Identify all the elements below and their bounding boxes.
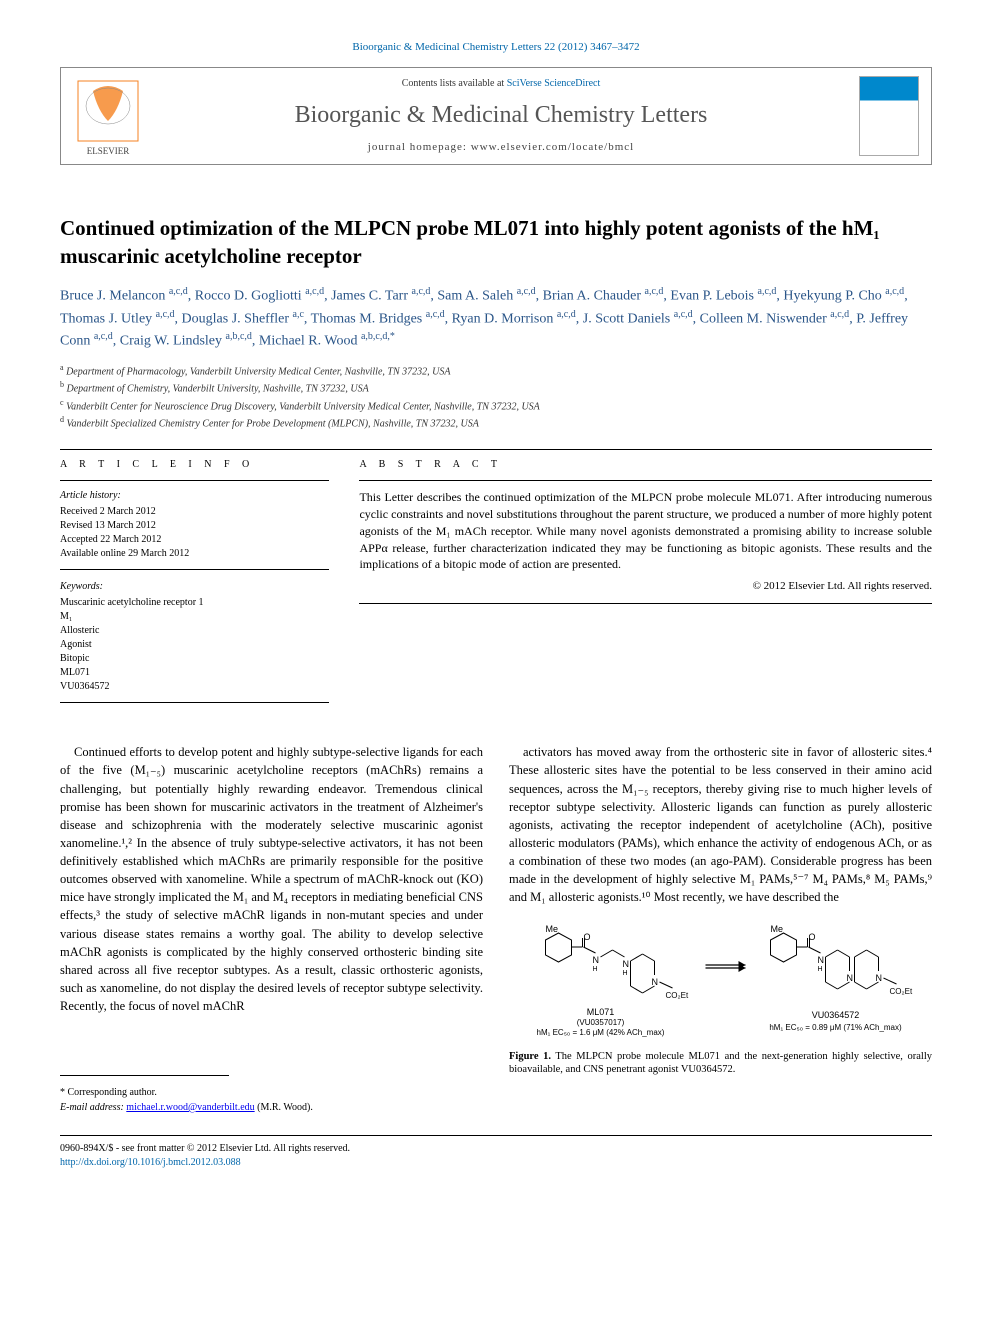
divider (60, 449, 932, 450)
article-title: Continued optimization of the MLPCN prob… (60, 215, 932, 270)
svg-text:H: H (818, 966, 823, 973)
keyword: VU0364572 (60, 680, 329, 694)
figure-1: Me O N H N H N (509, 920, 932, 1076)
history-accepted: Accepted 22 March 2012 (60, 533, 329, 547)
body-para-2: activators has moved away from the ortho… (509, 743, 932, 906)
body-column-left: Continued efforts to develop potent and … (60, 743, 483, 1115)
body-columns: Continued efforts to develop potent and … (60, 743, 932, 1115)
abstract-copyright: © 2012 Elsevier Ltd. All rights reserved… (359, 579, 932, 594)
author-list: Bruce J. Melancon a,c,d, Rocco D. Goglio… (60, 284, 932, 352)
elsevier-logo: ELSEVIER (73, 76, 143, 156)
svg-text:Me: Me (546, 924, 559, 934)
footer-block: 0960-894X/$ - see front matter © 2012 El… (60, 1142, 932, 1170)
keyword: M₁ (60, 610, 329, 624)
doi-link[interactable]: http://dx.doi.org/10.1016/j.bmcl.2012.03… (60, 1157, 241, 1168)
svg-text:hM₁ EC₅₀ = 0.89 μM (71% ACh_ma: hM₁ EC₅₀ = 0.89 μM (71% ACh_max) (769, 1023, 902, 1032)
article-info-column: A R T I C L E I N F O Article history: R… (60, 458, 329, 713)
keywords-heading: Keywords: (60, 580, 329, 594)
abstract-text: This Letter describes the continued opti… (359, 489, 932, 573)
history-revised: Revised 13 March 2012 (60, 519, 329, 533)
body-para-1: Continued efforts to develop potent and … (60, 743, 483, 1015)
svg-text:hM₁ EC₅₀ = 1.6 μM (42% ACh_max: hM₁ EC₅₀ = 1.6 μM (42% ACh_max) (537, 1028, 665, 1037)
svg-text:N: N (876, 973, 883, 983)
journal-name: Bioorganic & Medicinal Chemistry Letters (143, 99, 859, 133)
svg-text:N: N (847, 973, 854, 983)
article-info-heading: A R T I C L E I N F O (60, 458, 329, 472)
figure-1-svg: Me O N H N H N (509, 920, 932, 1040)
journal-cover-thumbnail (859, 76, 919, 156)
history-received: Received 2 March 2012 (60, 505, 329, 519)
svg-text:(VU0357017): (VU0357017) (577, 1018, 625, 1027)
keyword: ML071 (60, 666, 329, 680)
keyword: Agonist (60, 638, 329, 652)
sciencedirect-link[interactable]: SciVerse ScienceDirect (507, 78, 601, 89)
svg-text:N: N (623, 959, 630, 969)
footer-copyright: 0960-894X/$ - see front matter © 2012 El… (60, 1142, 932, 1156)
corresponding-author: * Corresponding author. E-mail address: … (60, 1086, 483, 1115)
contents-available: Contents lists available at SciVerse Sci… (143, 77, 859, 91)
svg-text:H: H (593, 966, 598, 973)
header-citation: Bioorganic & Medicinal Chemistry Letters… (60, 40, 932, 55)
footer-divider (60, 1135, 932, 1136)
figure-1-caption: Figure 1. The MLPCN probe molecule ML071… (509, 1050, 932, 1077)
svg-text:VU0364572: VU0364572 (812, 1010, 860, 1020)
keyword: Muscarinic acetylcholine receptor 1 (60, 596, 329, 610)
svg-text:Me: Me (771, 924, 784, 934)
keyword: Allosteric (60, 624, 329, 638)
corresp-email-link[interactable]: michael.r.wood@vanderbilt.edu (126, 1102, 254, 1113)
svg-text:ML071: ML071 (587, 1007, 615, 1017)
contents-box: ELSEVIER Contents lists available at Sci… (60, 67, 932, 165)
journal-homepage: journal homepage: www.elsevier.com/locat… (143, 140, 859, 155)
keyword: Bitopic (60, 652, 329, 666)
body-column-right: activators has moved away from the ortho… (509, 743, 932, 1115)
history-heading: Article history: (60, 489, 329, 503)
svg-text:CO₂Et: CO₂Et (666, 991, 689, 1000)
abstract-column: A B S T R A C T This Letter describes th… (359, 458, 932, 713)
svg-text:N: N (593, 955, 600, 965)
abstract-heading: A B S T R A C T (359, 458, 932, 472)
svg-text:H: H (623, 970, 628, 977)
svg-text:N: N (818, 955, 825, 965)
svg-text:N: N (652, 977, 659, 987)
history-online: Available online 29 March 2012 (60, 547, 329, 561)
svg-text:ELSEVIER: ELSEVIER (87, 146, 130, 156)
affiliations: a Department of Pharmacology, Vanderbilt… (60, 362, 932, 431)
svg-text:CO₂Et: CO₂Et (890, 987, 913, 996)
